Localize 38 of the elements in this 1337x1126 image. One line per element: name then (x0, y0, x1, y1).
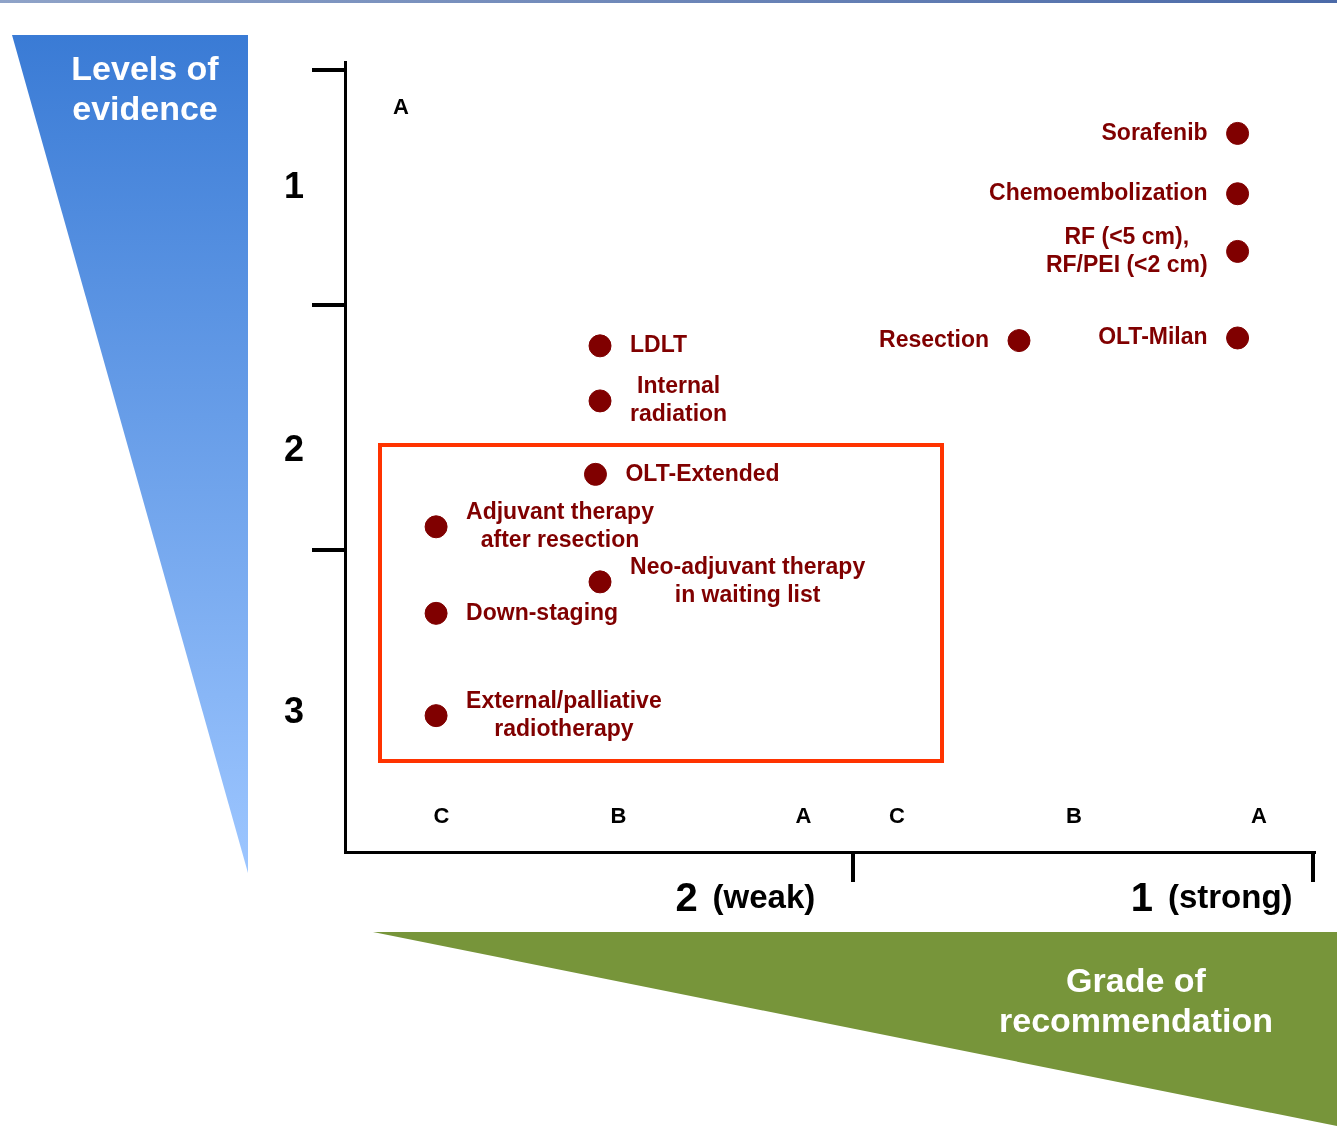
x-axis-title: Grade of recommendation (998, 960, 1274, 1040)
series-label: RF (<5 cm), RF/PEI (<2 cm) (1045, 222, 1208, 277)
point (424, 601, 448, 625)
point (588, 334, 612, 358)
series-label: External/palliative radiotherapy (466, 686, 662, 741)
annotation: A (1251, 803, 1267, 829)
annotation: C (889, 803, 905, 829)
series-label: Internal radiation (630, 372, 728, 427)
y-tick-label: 2 (283, 427, 304, 469)
point (1226, 121, 1250, 145)
y-tick-label: 1 (283, 165, 304, 207)
point (588, 389, 612, 413)
annotation: C (433, 803, 450, 829)
series-label: OLT-Extended (625, 459, 780, 486)
series-label: OLT-Milan (1098, 323, 1208, 350)
point (588, 570, 612, 594)
point (583, 462, 607, 486)
y-axis-title: Levels of evidence (70, 48, 220, 128)
text: (weak) (712, 878, 816, 916)
annotation: A (393, 93, 410, 119)
point (424, 704, 448, 728)
text: (strong) (1167, 878, 1293, 916)
y-tick-label: 3 (283, 689, 304, 731)
point (1007, 329, 1031, 353)
series-label: Chemoembolization (989, 179, 1208, 206)
series-label: Resection (879, 325, 989, 352)
annotation: B (1066, 803, 1082, 829)
annotation: B (610, 803, 627, 829)
point (424, 515, 448, 539)
point (1226, 239, 1250, 263)
series-label: Sorafenib (1101, 118, 1208, 145)
series-label: Down-staging (466, 598, 619, 625)
series-label: LDLT (630, 331, 688, 358)
series-label: Neo-adjuvant therapy in waiting list (630, 553, 866, 608)
annotation: A (795, 803, 812, 829)
point (1226, 182, 1250, 206)
series-label: Adjuvant therapy after resection (466, 498, 655, 553)
point (1226, 326, 1250, 350)
